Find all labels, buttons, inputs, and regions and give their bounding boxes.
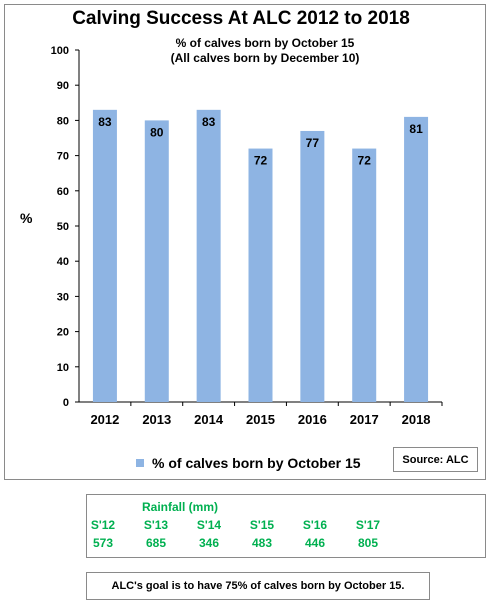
y-tick-label: 50	[57, 221, 69, 233]
bar-2012	[92, 109, 117, 402]
y-tick-label: 90	[57, 80, 69, 92]
data-label-2013: 80	[150, 125, 164, 139]
chart-subtitle-line-2: (All calves born by December 10)	[170, 51, 360, 65]
chart-subtitle-line-1: % of calves born by October 15	[175, 36, 355, 50]
rainfall-season-label: S'12	[90, 518, 116, 532]
y-tick-label: 70	[57, 151, 69, 163]
y-tick-label: 100	[51, 45, 69, 57]
bar-2014	[196, 109, 221, 402]
chart-title: Calving Success At ALC 2012 to 2018	[72, 8, 410, 29]
rainfall-panel	[86, 494, 486, 558]
bar-2013	[144, 120, 169, 403]
data-label-2017: 72	[358, 154, 372, 168]
rainfall-season-label: S'14	[196, 518, 222, 532]
rainfall-season-label: S'13	[143, 518, 169, 532]
x-tick-label-2013: 2013	[142, 412, 171, 427]
bar-2015	[248, 148, 273, 402]
legend-label: % of calves born by October 15	[152, 455, 361, 471]
data-label-2012: 83	[98, 115, 112, 129]
y-axis-label: %	[20, 210, 33, 226]
bar-2016	[300, 130, 325, 402]
rainfall-season-label: S'17	[355, 518, 381, 532]
data-label-2016: 77	[306, 136, 320, 150]
data-label-2014: 83	[202, 115, 216, 129]
goal-note: ALC's goal is to have 75% of calves born…	[86, 572, 430, 600]
rainfall-value: 446	[304, 536, 326, 550]
bar-2018	[404, 116, 429, 402]
x-tick-label-2015: 2015	[246, 412, 275, 427]
y-tick-label: 20	[57, 327, 69, 339]
data-label-2015: 72	[254, 154, 268, 168]
rainfall-value: 573	[92, 536, 114, 550]
source-label: Source: ALC	[393, 447, 478, 472]
x-tick-label-2014: 2014	[194, 412, 224, 427]
bar-2017	[352, 148, 377, 402]
x-tick-label-2017: 2017	[350, 412, 379, 427]
rainfall-season-label: S'15	[249, 518, 275, 532]
rainfall-value: 805	[357, 536, 379, 550]
data-label-2018: 81	[409, 122, 423, 136]
rainfall-value: 685	[145, 536, 167, 550]
y-tick-label: 30	[57, 291, 69, 303]
rainfall-title: Rainfall (mm)	[142, 500, 219, 514]
legend: % of calves born by October 15	[136, 455, 361, 471]
rainfall-value: 346	[198, 536, 220, 550]
x-tick-label-2016: 2016	[298, 412, 327, 427]
rainfall-value: 483	[251, 536, 273, 550]
rainfall-season-label: S'16	[302, 518, 328, 532]
legend-swatch	[136, 459, 144, 467]
y-tick-label: 40	[57, 256, 69, 268]
x-tick-label-2012: 2012	[90, 412, 119, 427]
y-tick-label: 0	[63, 397, 69, 409]
y-tick-label: 80	[57, 115, 69, 127]
x-tick-label-2018: 2018	[402, 412, 431, 427]
bar-chart: 0 10 20 30 40 50 60 70 80 90 100 83 2012 80 2013 83 2014…	[51, 45, 443, 427]
y-tick-label: 60	[57, 186, 69, 198]
y-tick-label: 10	[57, 362, 69, 374]
